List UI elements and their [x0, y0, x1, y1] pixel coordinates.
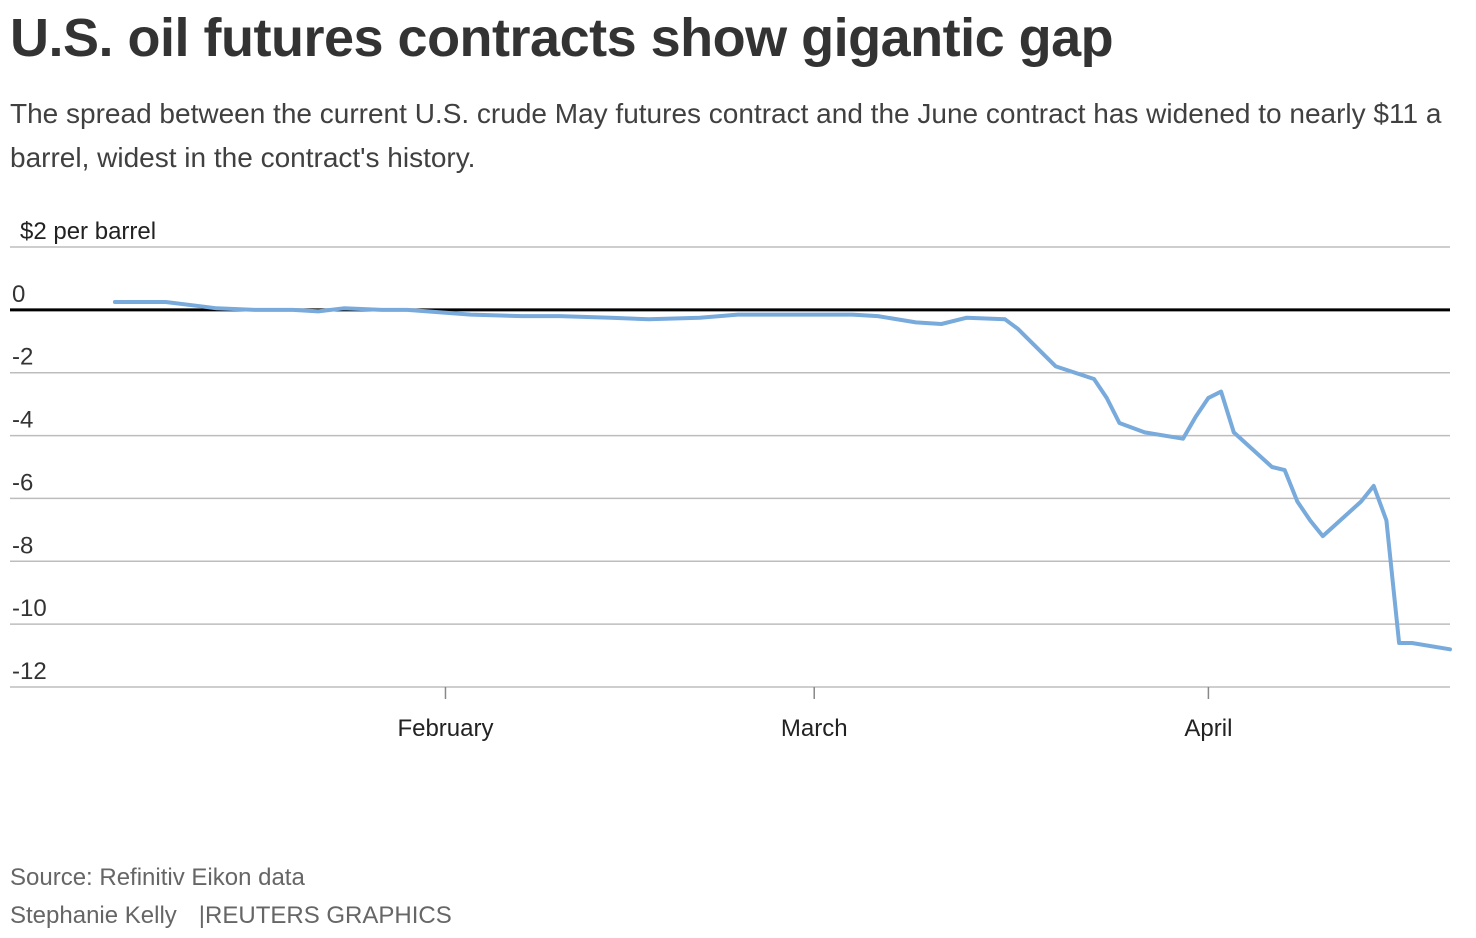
x-axis: February March April: [397, 687, 1232, 742]
grid-layer: [10, 246, 1450, 688]
line-chart: $2 per barrel 0 -2 -4 -6 -8 -10 -12 February Mar…: [10, 218, 1452, 742]
credit-separator: |: [198, 902, 206, 929]
source-note: Source: Refinitiv Eikon data: [10, 864, 305, 891]
credit-line: Stephanie Kelly |REUTERS GRAPHICS: [10, 900, 452, 932]
y-tick-label: -6: [12, 469, 33, 496]
x-tick-label: February: [397, 715, 493, 742]
y-tick-label: -4: [12, 407, 33, 434]
y-tick-label: -2: [12, 344, 33, 371]
author-name: Stephanie Kelly: [10, 902, 177, 929]
y-axis-labels: $2 per barrel 0 -2 -4 -6 -8 -10 -12: [12, 218, 156, 685]
y-tick-label: -12: [12, 658, 47, 685]
chart-title: U.S. oil futures contracts show gigantic…: [10, 8, 1114, 68]
y-tick-label: 0: [12, 281, 25, 308]
series-line: [112, 300, 1452, 652]
org-name: REUTERS GRAPHICS: [205, 902, 452, 929]
y-tick-label: -8: [12, 532, 33, 559]
x-tick-label: March: [781, 715, 848, 742]
chart-subtitle: The spread between the current U.S. crud…: [10, 98, 1442, 173]
x-tick-label: April: [1184, 715, 1232, 742]
y-tick-label: -10: [12, 595, 47, 622]
series-layer: [112, 300, 1452, 652]
y-tick-label: $2 per barrel: [20, 218, 156, 245]
